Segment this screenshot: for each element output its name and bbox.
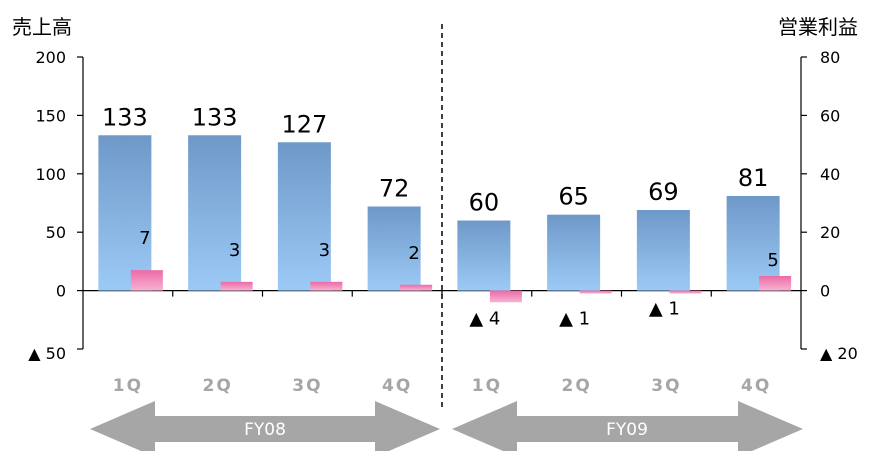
operating-income-value-label: 5 bbox=[767, 250, 778, 271]
left-tick-label: 50 bbox=[46, 223, 66, 242]
category-label: 3Q bbox=[292, 376, 322, 396]
right-tick-label: ▲ 20 bbox=[820, 344, 858, 363]
right-tick-label: 20 bbox=[820, 223, 840, 242]
revenue-bar bbox=[636, 210, 690, 291]
left-axis-title: 売上高 bbox=[12, 15, 72, 39]
revenue-value-label: 133 bbox=[102, 103, 148, 131]
category-label: 1Q bbox=[472, 376, 502, 396]
left-tick-label: 150 bbox=[35, 106, 66, 125]
category-label: 1Q bbox=[113, 376, 143, 396]
left-tick-label: 100 bbox=[35, 165, 66, 184]
revenue-value-label: 81 bbox=[738, 164, 769, 192]
revenue-value-label: 60 bbox=[469, 189, 500, 217]
category-label: 4Q bbox=[741, 376, 771, 396]
operating-income-bar bbox=[310, 281, 343, 291]
operating-income-value-label: 2 bbox=[408, 243, 419, 264]
bars bbox=[98, 135, 792, 303]
revenue-value-label: 69 bbox=[648, 178, 679, 206]
operating-income-value-label: 3 bbox=[319, 240, 330, 261]
revenue-value-label: 72 bbox=[379, 175, 410, 203]
period-label-fy09: FY09 bbox=[606, 420, 648, 440]
right-tick-label: 0 bbox=[820, 282, 830, 301]
right-tick-labels: 80 60 40 20 0 ▲ 20 bbox=[801, 48, 858, 363]
operating-income-value-label: ▲ 1 bbox=[649, 299, 680, 320]
left-tick-label: 200 bbox=[35, 48, 66, 67]
left-tick-label: 0 bbox=[56, 282, 66, 301]
operating-income-bar bbox=[130, 270, 163, 291]
category-labels: 1Q 2Q 3Q 4Q 1Q 2Q 3Q 4Q bbox=[113, 376, 771, 396]
operating-income-bar bbox=[220, 281, 253, 291]
category-label: 2Q bbox=[561, 376, 591, 396]
revenue-value-label: 127 bbox=[281, 110, 327, 138]
revenue-bar bbox=[277, 142, 331, 291]
data-labels: 133 7 133 3 127 3 72 2 60 ▲ 4 65 ▲ 1 69 ▲ 1 81 5 bbox=[102, 103, 779, 329]
revenue-bar bbox=[457, 220, 511, 291]
revenue-bar bbox=[726, 195, 780, 291]
period-label-fy08: FY08 bbox=[244, 420, 286, 440]
period-arrow-fy09-shape bbox=[452, 401, 803, 451]
category-label: 2Q bbox=[202, 376, 232, 396]
operating-income-bar bbox=[759, 276, 792, 291]
period-arrow-fy08: FY08 bbox=[90, 401, 440, 451]
revenue-bar bbox=[547, 214, 601, 291]
operating-income-bar bbox=[669, 290, 702, 294]
right-axis-title: 営業利益 bbox=[778, 15, 858, 39]
operating-income-bar bbox=[579, 290, 612, 294]
revenue-bar bbox=[367, 206, 421, 291]
revenue-bar bbox=[188, 135, 242, 291]
revenue-bar bbox=[98, 135, 152, 291]
operating-income-value-label: ▲ 1 bbox=[559, 309, 590, 330]
period-arrow-fy09: FY09 bbox=[452, 401, 803, 451]
revenue-value-label: 65 bbox=[558, 183, 589, 211]
left-tick-labels: 200 150 100 50 0 ▲ 50 bbox=[28, 48, 83, 363]
operating-income-bar bbox=[400, 284, 433, 291]
right-tick-label: 60 bbox=[820, 106, 840, 125]
revenue-value-label: 133 bbox=[192, 103, 238, 131]
operating-income-bar bbox=[489, 290, 522, 303]
right-tick-label: 80 bbox=[820, 48, 840, 67]
operating-income-value-label: 7 bbox=[139, 228, 150, 249]
left-tick-label: ▲ 50 bbox=[28, 344, 66, 363]
operating-income-value-label: 3 bbox=[229, 240, 240, 261]
period-arrow-fy08-shape bbox=[90, 401, 440, 451]
category-label: 3Q bbox=[651, 376, 681, 396]
category-label: 4Q bbox=[382, 376, 412, 396]
operating-income-value-label: ▲ 4 bbox=[469, 309, 500, 330]
right-tick-label: 40 bbox=[820, 165, 840, 184]
